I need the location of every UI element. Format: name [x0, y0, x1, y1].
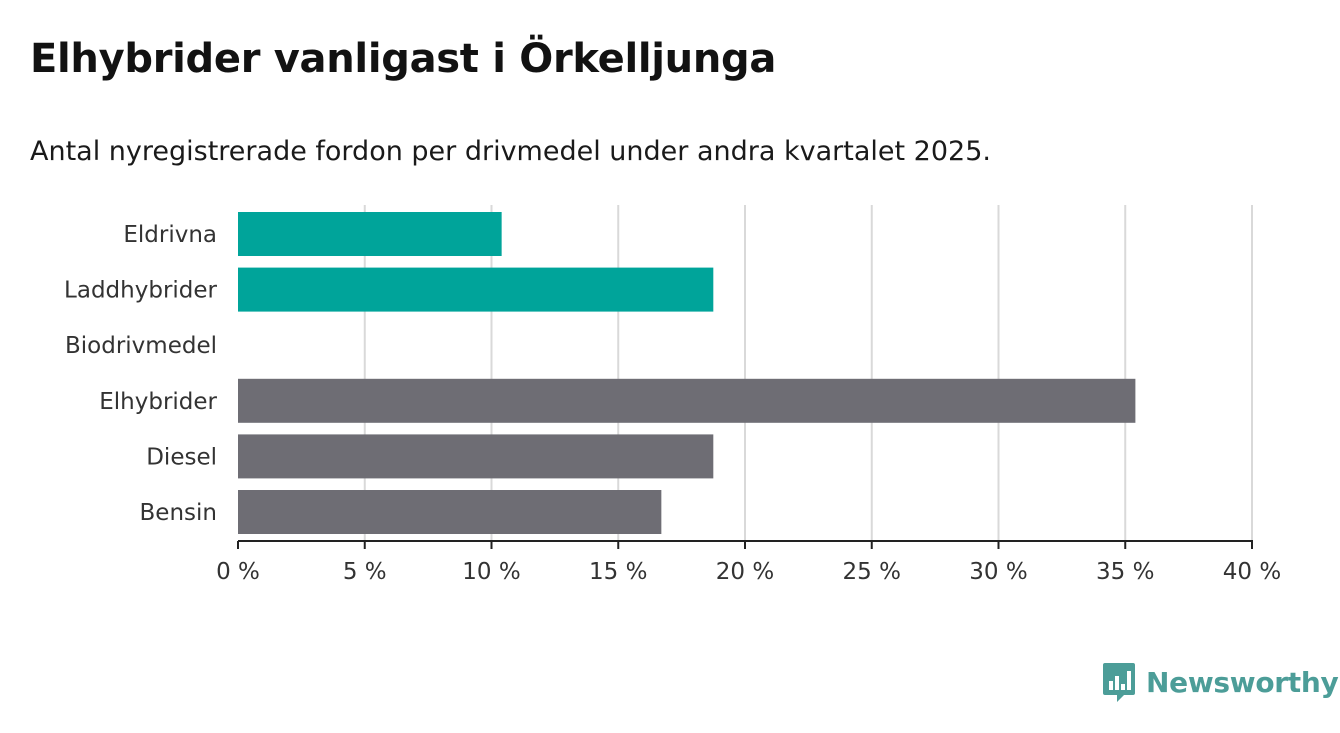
newsworthy-logo: Newsworthy: [1102, 662, 1339, 702]
x-tick-label: 5 %: [343, 559, 387, 585]
bar: [238, 267, 714, 312]
bar-chart: Eldrivna Laddhybrider Biodrivmedel Elhybrid…: [64, 205, 1281, 585]
bar-chart-speech-bubble-icon: [1103, 663, 1135, 702]
category-label: Elhybrider: [99, 389, 217, 415]
logo-text: Newsworthy: [1146, 665, 1339, 699]
bar: [238, 434, 714, 479]
chart-title: Elhybrider vanligast i Örkelljunga: [30, 36, 777, 82]
category-label: Diesel: [146, 444, 217, 470]
bar: [238, 490, 662, 534]
chart-subtitle: Antal nyregistrerade fordon per drivmede…: [30, 136, 991, 167]
x-tick-label: 0 %: [216, 559, 260, 585]
category-label: Biodrivmedel: [65, 333, 217, 359]
bar: [238, 212, 502, 256]
x-tick-label: 15 %: [589, 559, 647, 585]
x-tick-label: 10 %: [462, 559, 520, 585]
x-tick-label: 40 %: [1223, 559, 1281, 585]
x-tick-label: 20 %: [716, 559, 774, 585]
category-label: Bensin: [140, 500, 217, 526]
x-tick-label: 35 %: [1096, 559, 1154, 585]
category-label: Laddhybrider: [64, 278, 217, 304]
x-tick-label: 30 %: [969, 559, 1027, 585]
bar: [238, 378, 1136, 423]
category-label: Eldrivna: [123, 222, 217, 248]
x-tick-label: 25 %: [843, 559, 901, 585]
